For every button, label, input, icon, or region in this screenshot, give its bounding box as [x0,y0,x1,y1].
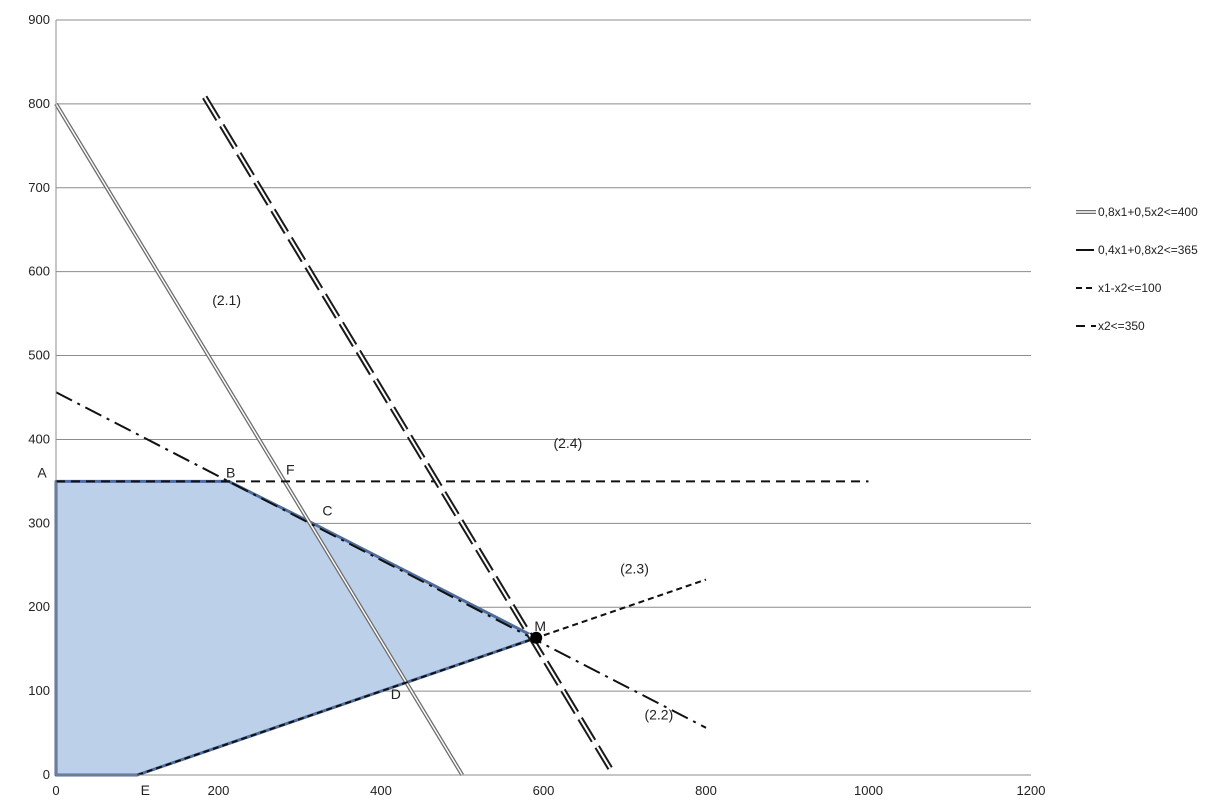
legend-item: 0,8x1+0,5x2<=400 [1076,205,1198,219]
line [55,391,707,729]
annotation-label: M [534,618,546,634]
x-tick-label: 1200 [1017,783,1046,798]
y-tick-label: 100 [28,683,50,698]
annotation-label: B [226,464,235,480]
annotation-label: C [322,503,332,519]
y-tick-label: 800 [28,96,50,111]
annotation-label: F [286,461,295,477]
y-tick-label: 700 [28,180,50,195]
annotation-label: D [391,686,401,702]
annotations: A B F C D E M (2.1) (2.2) (2.3) (2.4) [37,292,673,798]
legend-label: x2<=350 [1098,319,1145,333]
series-line-2 [55,391,707,729]
x-tick-label: 200 [208,783,230,798]
x-tick-label: 1000 [854,783,883,798]
y-tick-label: 0 [43,767,50,782]
x-tick-label: 600 [533,783,555,798]
series-group [54,95,869,777]
annotation-label: (2.4) [553,435,582,451]
legend-item: 0,4x1+0,8x2<=365 [1076,243,1198,257]
legend-label: x1-x2<=100 [1098,281,1162,295]
legend-label: 0,4x1+0,8x2<=365 [1098,243,1198,257]
annotation-label: (2.2) [644,707,673,723]
y-tick-label: 300 [28,515,50,530]
y-tick-label: 200 [28,599,50,614]
optimal-point-marker [530,631,543,644]
legend: 0,8x1+0,5x2<=400 0,4x1+0,8x2<=365 x1-x2<=1… [1076,205,1198,333]
annotation-label: (2.3) [620,561,649,577]
legend-label: 0,8x1+0,5x2<=400 [1098,205,1198,219]
x-tick-label: 0 [52,783,59,798]
x-tick-label: 800 [695,783,717,798]
line [136,578,707,776]
annotation-label: A [37,464,47,480]
x-tick-label: 400 [370,783,392,798]
legend-item: x2<=350 [1076,319,1145,333]
annotation-label: E [141,782,150,798]
series-line-3 [136,578,707,776]
y-tick-label: 900 [28,12,50,27]
annotation-label: (2.1) [212,292,241,308]
y-tick-label: 400 [28,431,50,446]
axes: 0 100 200 300 400 500 600 700 800 900 0 200 400 600 80… [28,12,1045,798]
y-tick-label: 600 [28,264,50,279]
line-inner [55,103,463,776]
y-tick-label: 500 [28,348,50,363]
series-line-1 [54,102,464,777]
legend-item: x1-x2<=100 [1076,281,1162,295]
